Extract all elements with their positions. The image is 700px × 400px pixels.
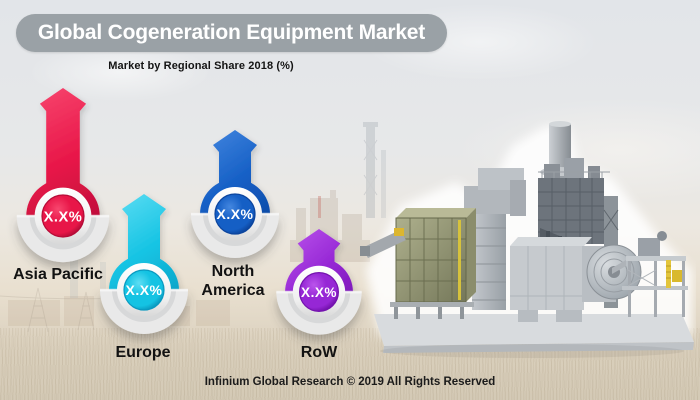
pin-inner-circle: [123, 269, 165, 311]
share-value-north-america: X.X%: [216, 206, 253, 222]
page-title: Global Cogeneration Equipment Market: [37, 21, 426, 44]
service-platform: [612, 231, 688, 317]
share-value-row: X.X%: [301, 285, 337, 300]
copyright-footer: Infinium Global Research © 2019 All Righ…: [204, 376, 496, 388]
region-label-asia-pacific: Asia Pacific: [13, 266, 103, 283]
pin-north-america: X.X%: [191, 130, 279, 258]
share-value-asia-pacific: X.X%: [44, 209, 83, 225]
region-label-north-america: North America: [201, 263, 265, 300]
pin-inner-circle: [214, 193, 256, 235]
title-pill: Global Cogeneration Equipment Market: [16, 14, 447, 52]
base-platform: [374, 314, 694, 358]
share-value-europe: X.X%: [125, 282, 162, 298]
pin-inner-circle: [41, 194, 85, 238]
pin-europe: X.X%: [100, 194, 188, 334]
duct-and-elbow: [464, 168, 526, 310]
region-label-row: RoW: [300, 344, 338, 361]
pin-row: X.X%: [276, 229, 362, 335]
turbine-enclosure: [510, 237, 592, 322]
feed-conveyor: [360, 228, 406, 258]
cogeneration-plant-illustration: [360, 121, 694, 358]
chart-subtitle: Market by Regional Share 2018 (%): [108, 60, 294, 72]
region-label-europe: Europe: [115, 344, 171, 361]
pin-asia-pacific: X.X%: [16, 88, 110, 263]
pin-inner-circle: [299, 272, 340, 313]
hrsg-filter-unit: [390, 208, 476, 319]
